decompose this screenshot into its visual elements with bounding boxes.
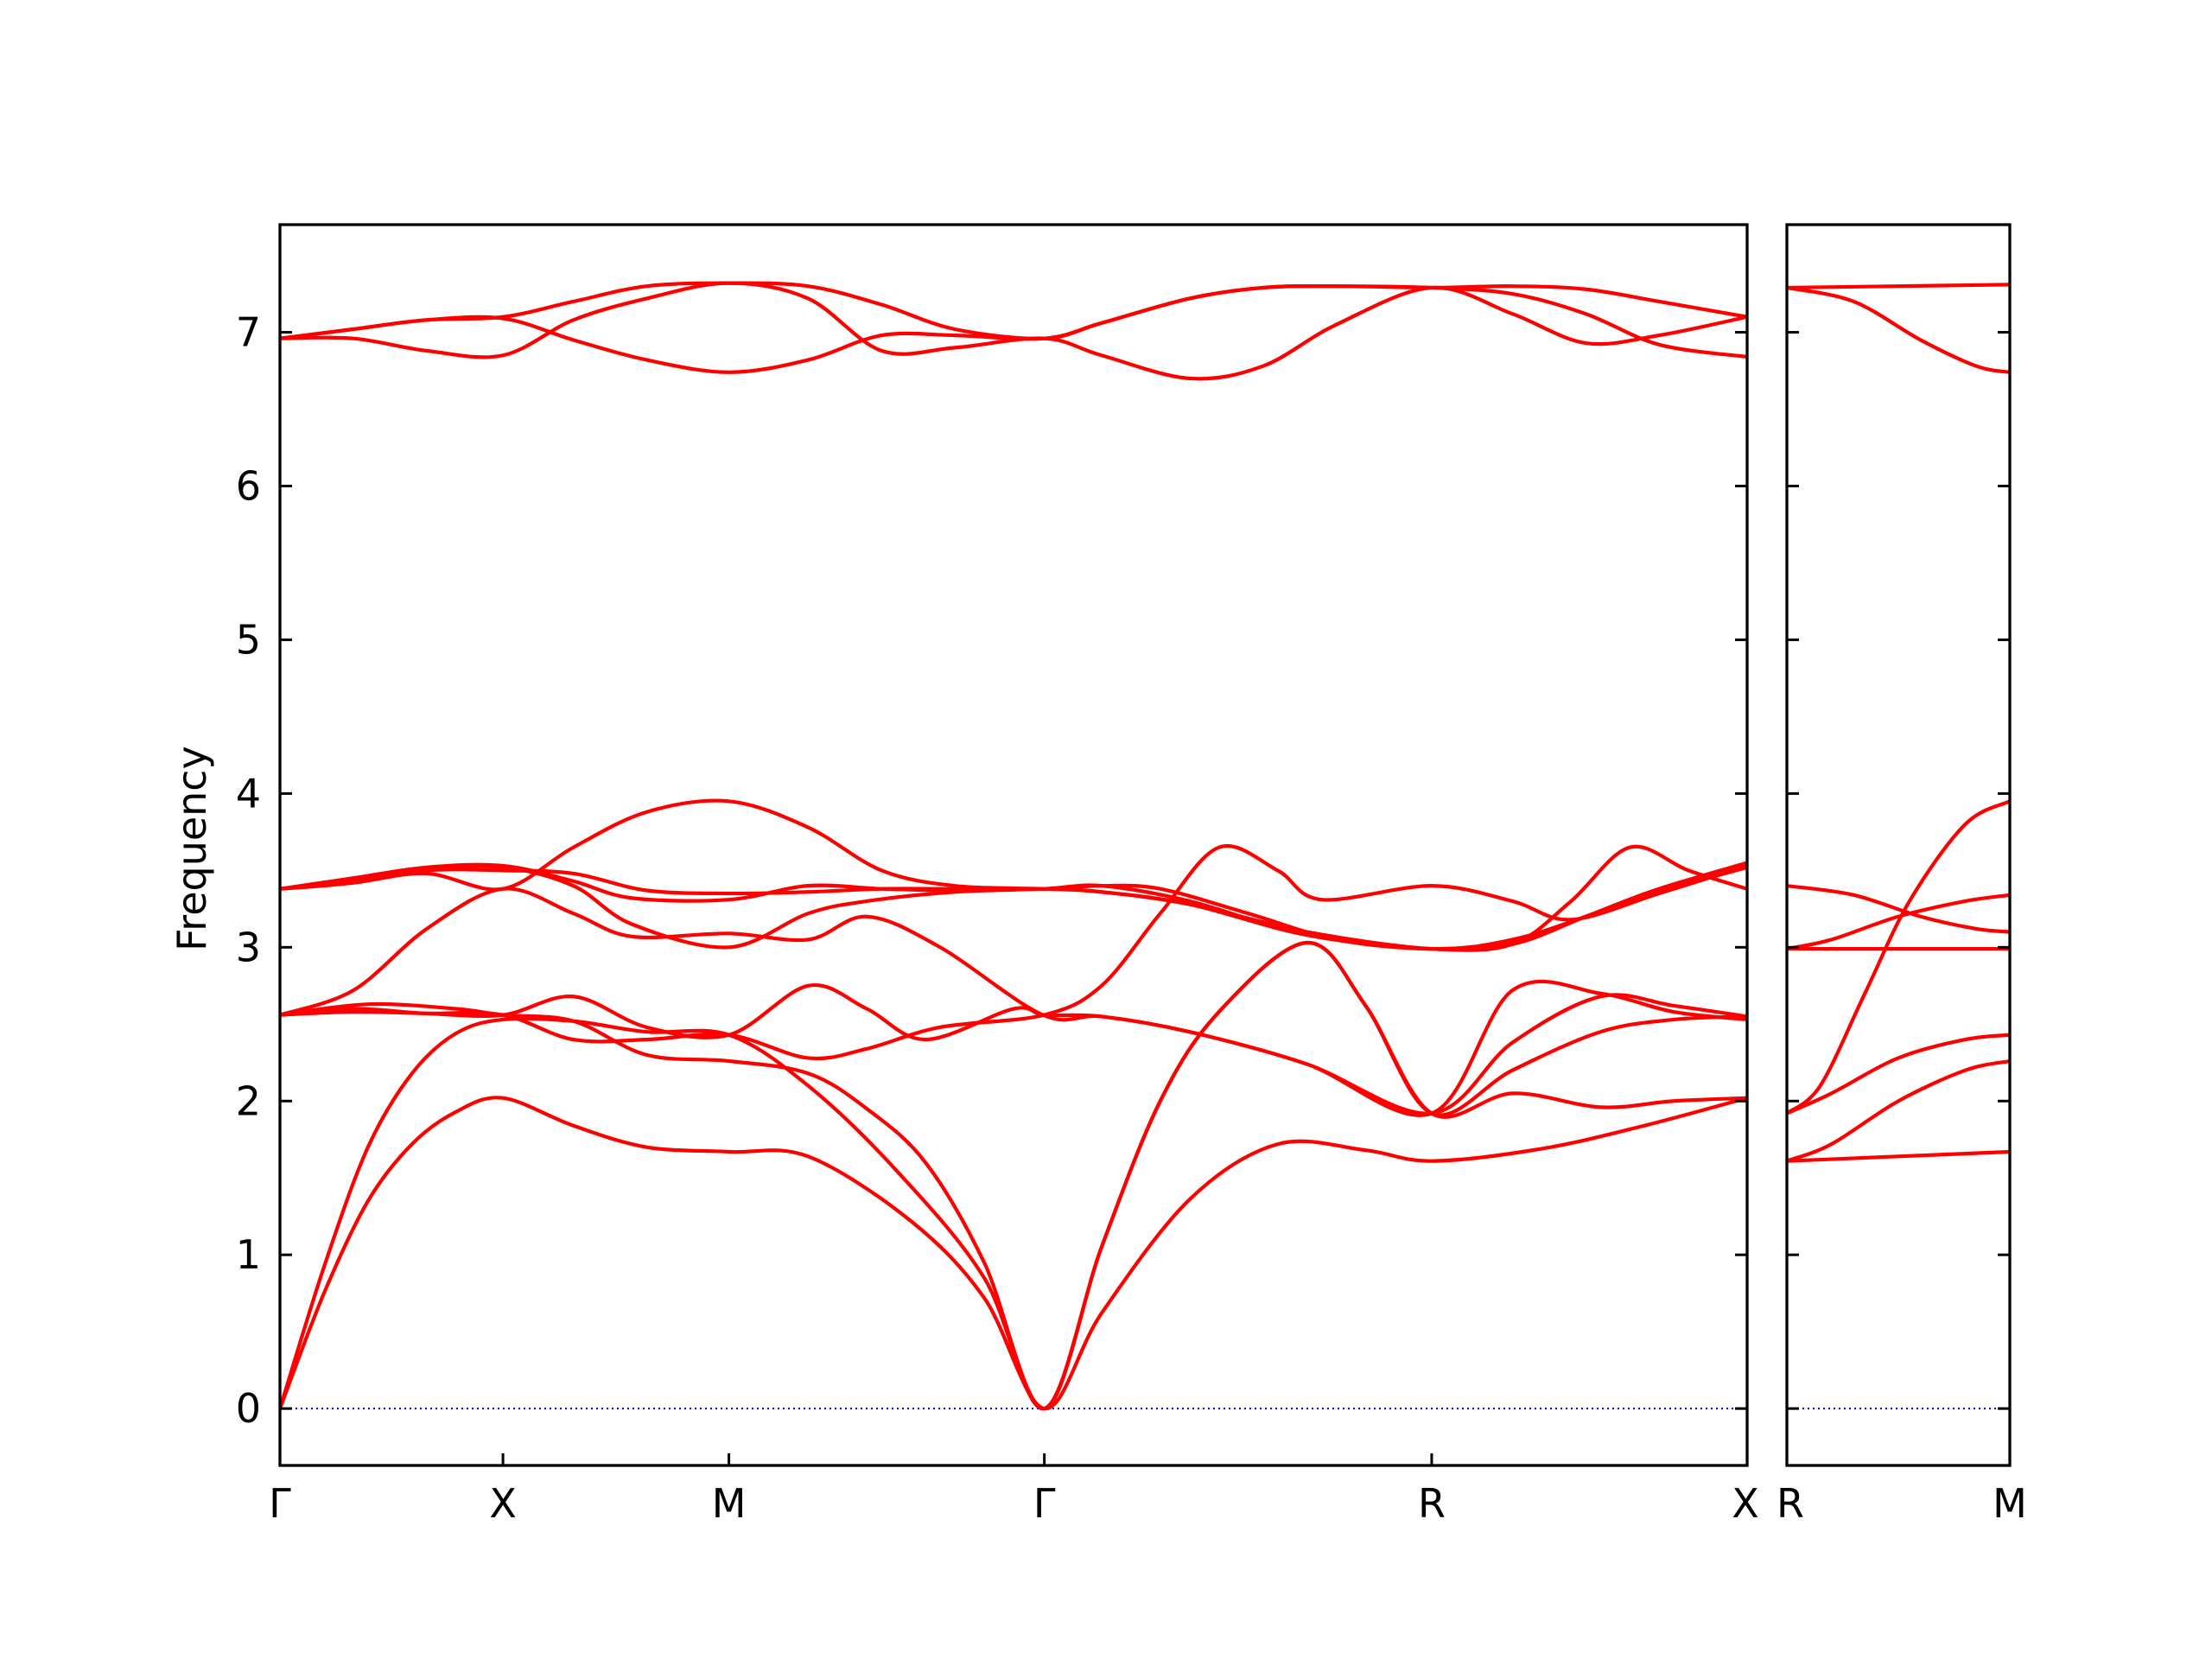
side-band-9 [1787,283,2010,290]
main-band-5 [280,982,1747,1116]
side-band-7 [1787,884,2010,934]
main-band-2 [280,940,1747,1411]
main-band-10 [280,798,1747,952]
side-band-1 [1787,1149,2010,1163]
x-tick-label: M [1993,1480,2027,1527]
x-tick-label: X [489,1480,517,1527]
x-tick-label: Γ [269,1480,291,1527]
y-tick-label: 0 [236,1385,261,1432]
side-band-2 [1787,1058,2010,1163]
y-tick-label: 6 [236,463,261,510]
main-band-12 [280,284,1747,374]
main-band-11 [280,281,1747,381]
main-band-13 [280,281,1747,340]
side-frame [1785,223,2012,1467]
y-tick-label: 3 [236,924,261,970]
x-tick-label: M [712,1480,747,1527]
main-frame [278,223,1749,1467]
x-tick-label: R [1418,1480,1446,1527]
y-tick-label: 4 [236,770,261,817]
y-tick-label: 1 [236,1231,261,1278]
x-tick-label: Γ [1033,1480,1056,1527]
y-axis-title: Frequency [168,746,215,951]
side-band-8 [1787,285,2010,374]
y-tick-label: 7 [236,309,261,356]
x-tick-label: R [1777,1480,1804,1527]
main-panel: 0 1 2 3 4 5 6 7 Γ X M Γ R X [236,223,1759,1527]
main-band-1 [280,1096,1747,1411]
x-tick-label: X [1732,1480,1759,1527]
side-band-4 [1787,799,2010,1116]
main-band-6 [280,844,1747,1061]
main-band-3 [280,940,1747,1411]
y-tick-label: 5 [236,616,261,663]
side-band-6 [1787,893,2010,951]
main-band-4 [280,887,1747,1117]
y-tick-label: 2 [236,1077,261,1124]
side-band-3 [1787,1033,2010,1116]
